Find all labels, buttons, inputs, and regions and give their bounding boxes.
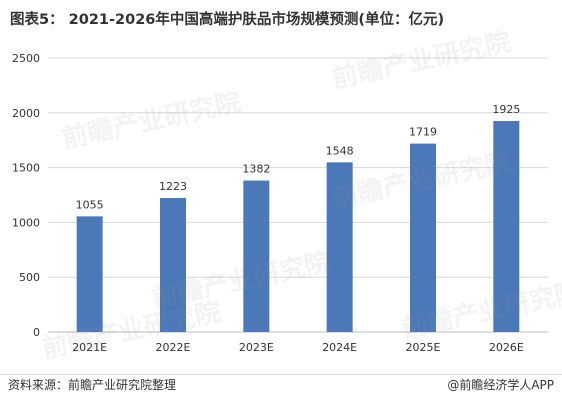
footer-divider — [0, 374, 562, 375]
x-tick-label: 2025E — [406, 341, 441, 354]
data-label: 1223 — [159, 180, 187, 193]
bar — [493, 121, 520, 333]
y-tick-label: 1500 — [12, 162, 40, 175]
data-label: 1382 — [242, 163, 270, 176]
bar — [160, 197, 186, 332]
x-tick-label: 2024E — [322, 341, 357, 354]
x-tick-label: 2021E — [72, 341, 107, 354]
data-label: 1719 — [409, 126, 437, 139]
y-tick-label: 500 — [19, 271, 40, 284]
y-tick-label: 2500 — [12, 52, 40, 65]
bar — [76, 216, 103, 332]
x-tick-label: 2023E — [239, 341, 274, 354]
chart-title: 图表5： 2021-2026年中国高端护肤品市场规模预测(单位：亿元) — [10, 12, 445, 28]
x-tick-label: 2026E — [489, 341, 524, 354]
data-label: 1925 — [492, 103, 520, 116]
y-tick-label: 0 — [33, 326, 40, 339]
brand-credit: @前瞻经济学人APP — [447, 378, 554, 392]
y-tick-label: 1000 — [12, 216, 40, 229]
bar — [410, 143, 436, 332]
bar — [243, 180, 270, 332]
y-tick-label: 2000 — [12, 107, 40, 120]
source-note: 资料来源：前瞻产业研究院整理 — [8, 378, 177, 392]
x-tick-label: 2022E — [156, 341, 191, 354]
data-label: 1055 — [76, 198, 104, 211]
bar — [326, 162, 353, 332]
footer: 资料来源：前瞻产业研究院整理 @前瞻经济学人APP — [0, 374, 562, 396]
data-label: 1548 — [326, 144, 354, 157]
